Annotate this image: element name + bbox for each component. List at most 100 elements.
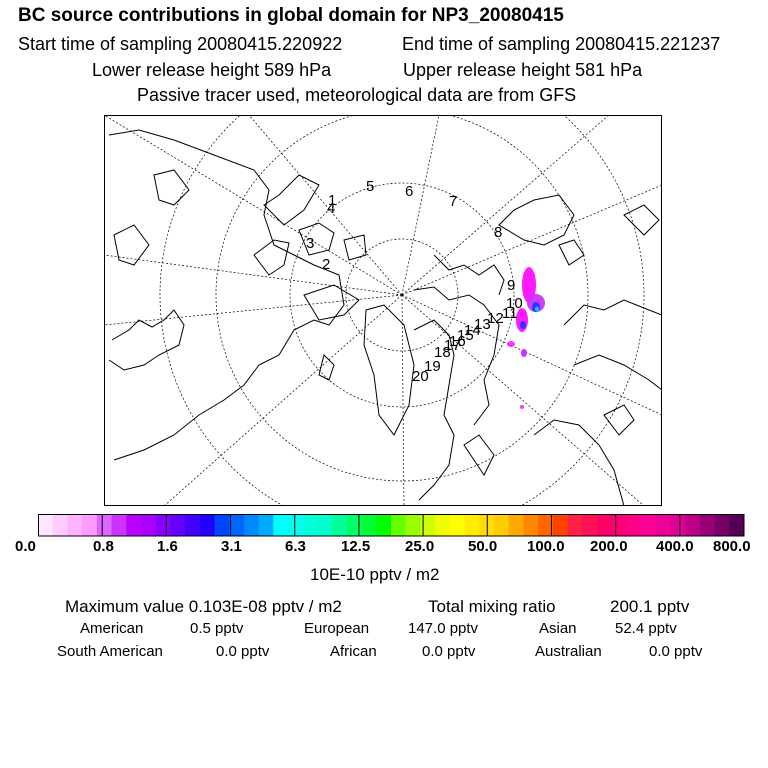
colorbar-border bbox=[38, 514, 745, 537]
traj-label-2: 2 bbox=[322, 256, 330, 273]
colorbar-swatch bbox=[729, 514, 745, 536]
colorbar-swatch bbox=[126, 514, 142, 536]
colorbar-tick-3: 3.1 bbox=[221, 538, 242, 555]
region-name-african: African bbox=[330, 643, 377, 660]
polar-map: 1 2 3 4 5 6 7 8 9 10 11 12 13 14 15 16 1… bbox=[104, 115, 662, 506]
colorbar-swatch bbox=[288, 514, 304, 536]
colorbar-swatch bbox=[582, 514, 598, 536]
traj-label-4: 4 bbox=[327, 200, 335, 217]
traj-label-8: 8 bbox=[494, 224, 502, 241]
colorbar-swatch bbox=[155, 514, 171, 536]
traj-label-20: 20 bbox=[412, 368, 429, 385]
colorbar-swatch bbox=[229, 514, 245, 536]
traj-label-9: 9 bbox=[507, 277, 515, 294]
colorbar-swatch bbox=[317, 514, 333, 536]
region-name-european: European bbox=[304, 620, 370, 637]
traj-label-14: 14 bbox=[464, 322, 481, 339]
colorbar-swatch bbox=[38, 514, 54, 536]
colorbar-swatch bbox=[243, 514, 260, 536]
colorbar-swatch bbox=[611, 514, 627, 536]
region-value-south-american: 0.0 pptv bbox=[216, 643, 270, 660]
traj-label-16: 16 bbox=[449, 333, 466, 350]
region-value-australian: 0.0 pptv bbox=[649, 643, 703, 660]
traj-label-17: 17 bbox=[444, 337, 461, 354]
end-time-label: End time of sampling 20080415.221237 bbox=[402, 34, 721, 54]
colorbar-tick-8: 100.0 bbox=[527, 538, 565, 555]
colorbar-swatch bbox=[435, 514, 451, 536]
colorbar-tick-10: 400.0 bbox=[656, 538, 694, 555]
colorbar-swatch bbox=[346, 514, 363, 536]
colorbar-swatch bbox=[332, 514, 348, 536]
traj-label-6: 6 bbox=[405, 183, 413, 200]
graticule bbox=[104, 115, 662, 506]
region-value-european: 147.0 pptv bbox=[408, 620, 479, 637]
traj-label-1: 1 bbox=[328, 192, 336, 209]
lower-height-label: Lower release height 589 hPa bbox=[92, 60, 332, 80]
coastlines bbox=[108, 129, 662, 506]
colorbar-swatch bbox=[552, 514, 568, 536]
colorbar-swatch bbox=[655, 514, 671, 536]
traj-label-15: 15 bbox=[457, 327, 474, 344]
colorbar-unit-label: 10E-10 pptv / m2 bbox=[310, 565, 440, 584]
colorbar-swatch bbox=[714, 514, 730, 536]
colorbar-swatch bbox=[449, 514, 466, 536]
colorbar-swatch bbox=[670, 514, 686, 536]
colorbar-swatch bbox=[464, 514, 480, 536]
colorbar-swatch bbox=[52, 514, 68, 536]
traj-label-13: 13 bbox=[474, 316, 491, 333]
colorbar-swatch bbox=[538, 514, 554, 536]
region-value-american: 0.5 pptv bbox=[190, 620, 244, 637]
concentration-plume bbox=[507, 267, 545, 409]
colorbar-swatch bbox=[258, 514, 274, 536]
region-value-african: 0.0 pptv bbox=[422, 643, 476, 660]
colorbar-swatch bbox=[405, 514, 421, 536]
traj-label-11: 11 bbox=[502, 305, 518, 322]
upper-height-label: Upper release height 581 hPa bbox=[403, 60, 643, 80]
colorbar-swatch bbox=[199, 514, 215, 536]
colorbar-tick-4: 6.3 bbox=[285, 538, 306, 555]
colorbar-tick-11: 800.0 bbox=[713, 538, 751, 555]
colorbar-tick-5: 12.5 bbox=[341, 538, 371, 555]
traj-label-18: 18 bbox=[434, 344, 451, 361]
colorbar-tick-9: 200.0 bbox=[590, 538, 628, 555]
colorbar-swatch bbox=[302, 514, 318, 536]
colorbar-tick-0: 0.0 bbox=[15, 538, 36, 555]
traj-label-5: 5 bbox=[366, 178, 374, 195]
colorbar-swatch bbox=[376, 514, 392, 536]
start-time-label: Start time of sampling 20080415.220922 bbox=[18, 34, 343, 54]
traj-label-19: 19 bbox=[424, 358, 441, 375]
colorbar-tick-1: 0.8 bbox=[93, 538, 114, 555]
region-name-south-american: South American bbox=[57, 643, 163, 660]
colorbar-swatch bbox=[82, 514, 98, 536]
colorbar-swatch bbox=[626, 514, 642, 536]
region-value-asian: 52.4 pptv bbox=[615, 620, 677, 637]
plot-title: BC source contributions in global domain… bbox=[18, 5, 564, 26]
colorbar-swatch bbox=[420, 514, 436, 536]
colorbar-swatch bbox=[214, 514, 230, 536]
colorbar-swatch bbox=[170, 514, 186, 536]
traj-label-3: 3 bbox=[306, 235, 314, 252]
colorbar-swatch bbox=[699, 514, 716, 536]
colorbar-swatch bbox=[111, 514, 127, 536]
traj-label-10: 10 bbox=[506, 295, 523, 312]
region-name-australian: Australian bbox=[535, 643, 602, 660]
colorbar-tick-6: 25.0 bbox=[405, 538, 435, 555]
colorbar-tick-7: 50.0 bbox=[468, 538, 498, 555]
max-value-label: Maximum value 0.103E-08 pptv / m2 bbox=[65, 597, 342, 616]
colorbar-swatch bbox=[96, 514, 113, 536]
colorbar-swatch bbox=[641, 514, 657, 536]
colorbar-swatch bbox=[140, 514, 157, 536]
total-mixing-value: 200.1 pptv bbox=[610, 597, 690, 616]
colorbar-swatch bbox=[523, 514, 539, 536]
traj-label-12: 12 bbox=[487, 310, 504, 327]
colorbar-swatch bbox=[67, 514, 83, 536]
colorbar-swatch bbox=[596, 514, 613, 536]
colorbar-swatch bbox=[685, 514, 701, 536]
total-mixing-label: Total mixing ratio bbox=[428, 597, 556, 616]
colorbar-swatch bbox=[273, 514, 289, 536]
colorbar-tick-2: 1.6 bbox=[157, 538, 178, 555]
region-name-asian: Asian bbox=[539, 620, 577, 637]
colorbar-swatch bbox=[508, 514, 524, 536]
colorbar-swatch bbox=[493, 514, 510, 536]
colorbar-swatch bbox=[391, 514, 407, 536]
